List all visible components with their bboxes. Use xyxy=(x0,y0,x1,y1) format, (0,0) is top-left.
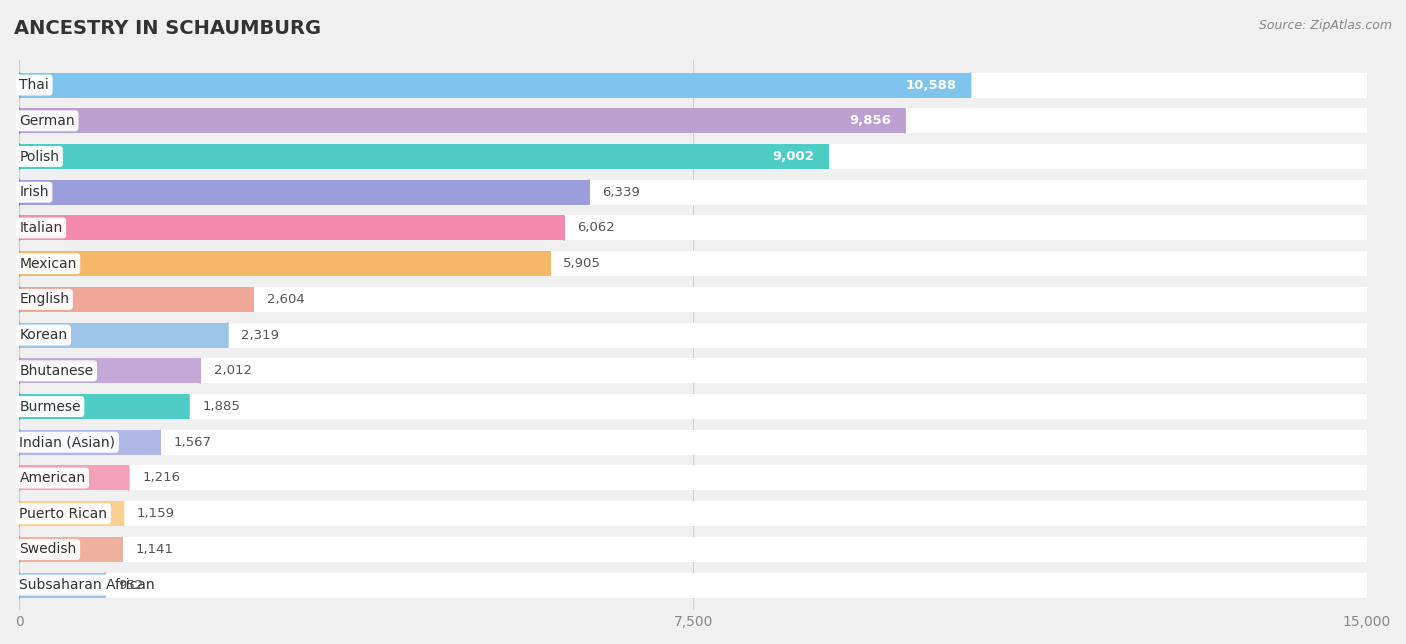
Bar xyxy=(20,537,122,562)
Text: 2,319: 2,319 xyxy=(242,328,280,341)
Bar xyxy=(20,358,1367,383)
Bar xyxy=(20,501,124,526)
Text: Polish: Polish xyxy=(20,149,59,164)
Bar xyxy=(20,430,1367,455)
Bar xyxy=(20,466,128,491)
Bar xyxy=(20,573,105,598)
Text: 5,905: 5,905 xyxy=(564,257,602,270)
Bar xyxy=(20,323,1367,348)
Bar xyxy=(20,144,828,169)
Bar xyxy=(20,108,904,133)
Bar xyxy=(20,323,228,348)
Bar xyxy=(20,251,1367,276)
Bar xyxy=(20,180,589,205)
Bar xyxy=(20,73,1367,98)
Bar xyxy=(20,180,1367,205)
Bar xyxy=(20,501,1367,526)
Text: Swedish: Swedish xyxy=(20,542,77,556)
Bar xyxy=(20,394,188,419)
Text: Bhutanese: Bhutanese xyxy=(20,364,94,378)
Text: Thai: Thai xyxy=(20,78,49,92)
Text: Mexican: Mexican xyxy=(20,257,77,270)
Text: 1,567: 1,567 xyxy=(173,436,212,449)
Text: 10,588: 10,588 xyxy=(905,79,957,91)
Text: Italian: Italian xyxy=(20,221,63,235)
Bar xyxy=(20,430,160,455)
Text: 9,856: 9,856 xyxy=(849,114,891,128)
Text: 1,159: 1,159 xyxy=(136,507,174,520)
Text: ANCESTRY IN SCHAUMBURG: ANCESTRY IN SCHAUMBURG xyxy=(14,19,321,39)
Text: 2,604: 2,604 xyxy=(267,293,305,306)
Bar xyxy=(20,394,1367,419)
Text: Burmese: Burmese xyxy=(20,399,82,413)
Text: English: English xyxy=(20,292,69,307)
Bar xyxy=(20,287,1367,312)
Bar xyxy=(20,108,1367,133)
Text: 6,339: 6,339 xyxy=(602,185,640,199)
Bar xyxy=(20,537,1367,562)
Text: Source: ZipAtlas.com: Source: ZipAtlas.com xyxy=(1258,19,1392,32)
Text: 9,002: 9,002 xyxy=(773,150,814,163)
Text: American: American xyxy=(20,471,86,485)
Text: Puerto Rican: Puerto Rican xyxy=(20,507,107,521)
Bar xyxy=(20,251,550,276)
Bar xyxy=(20,73,970,98)
Text: 952: 952 xyxy=(118,579,143,592)
Text: Indian (Asian): Indian (Asian) xyxy=(20,435,115,450)
Text: 1,141: 1,141 xyxy=(135,543,173,556)
Text: German: German xyxy=(20,114,75,128)
Text: 6,062: 6,062 xyxy=(578,222,616,234)
Text: 1,885: 1,885 xyxy=(202,400,240,413)
Text: 2,012: 2,012 xyxy=(214,365,252,377)
Bar xyxy=(20,144,1367,169)
Text: Irish: Irish xyxy=(20,185,49,199)
Bar xyxy=(20,358,200,383)
Bar xyxy=(20,466,1367,491)
Text: 1,216: 1,216 xyxy=(142,471,180,484)
Bar xyxy=(20,573,1367,598)
Bar xyxy=(20,216,1367,240)
Bar xyxy=(20,287,253,312)
Text: Korean: Korean xyxy=(20,328,67,342)
Text: Subsaharan African: Subsaharan African xyxy=(20,578,155,592)
Bar xyxy=(20,216,564,240)
